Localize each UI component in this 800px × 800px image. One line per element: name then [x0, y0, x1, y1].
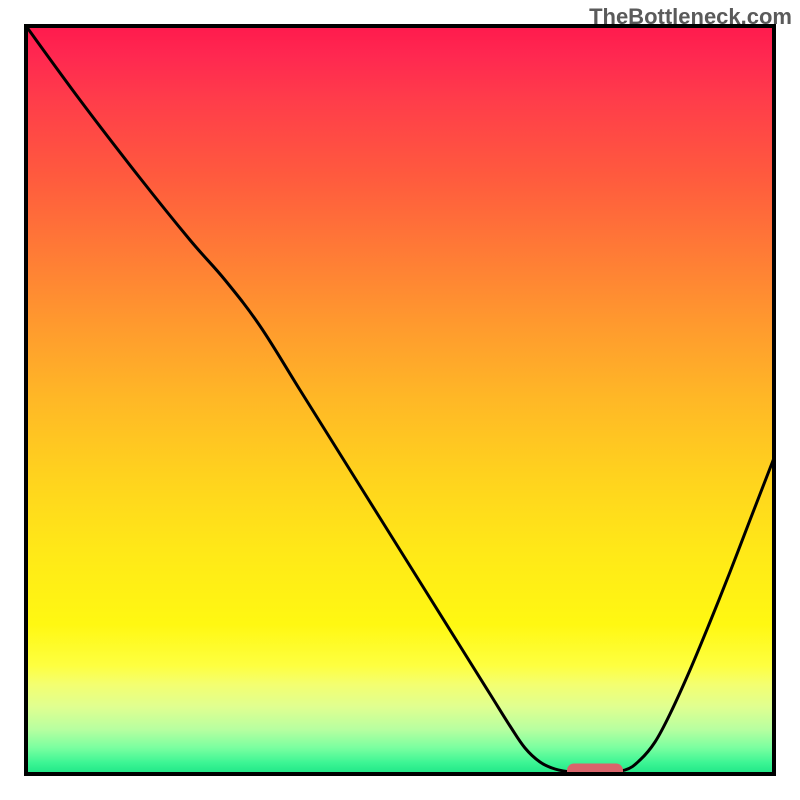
chart-container: TheBottleneck.com: [0, 0, 800, 800]
bottleneck-chart: [0, 0, 800, 800]
watermark-text: TheBottleneck.com: [589, 4, 792, 30]
plot-background: [26, 26, 774, 774]
minimum-marker: [567, 764, 623, 779]
